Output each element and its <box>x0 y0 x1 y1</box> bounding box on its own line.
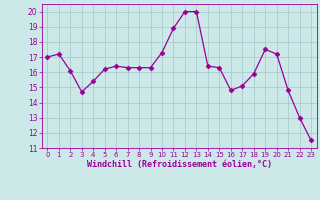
X-axis label: Windchill (Refroidissement éolien,°C): Windchill (Refroidissement éolien,°C) <box>87 160 272 169</box>
